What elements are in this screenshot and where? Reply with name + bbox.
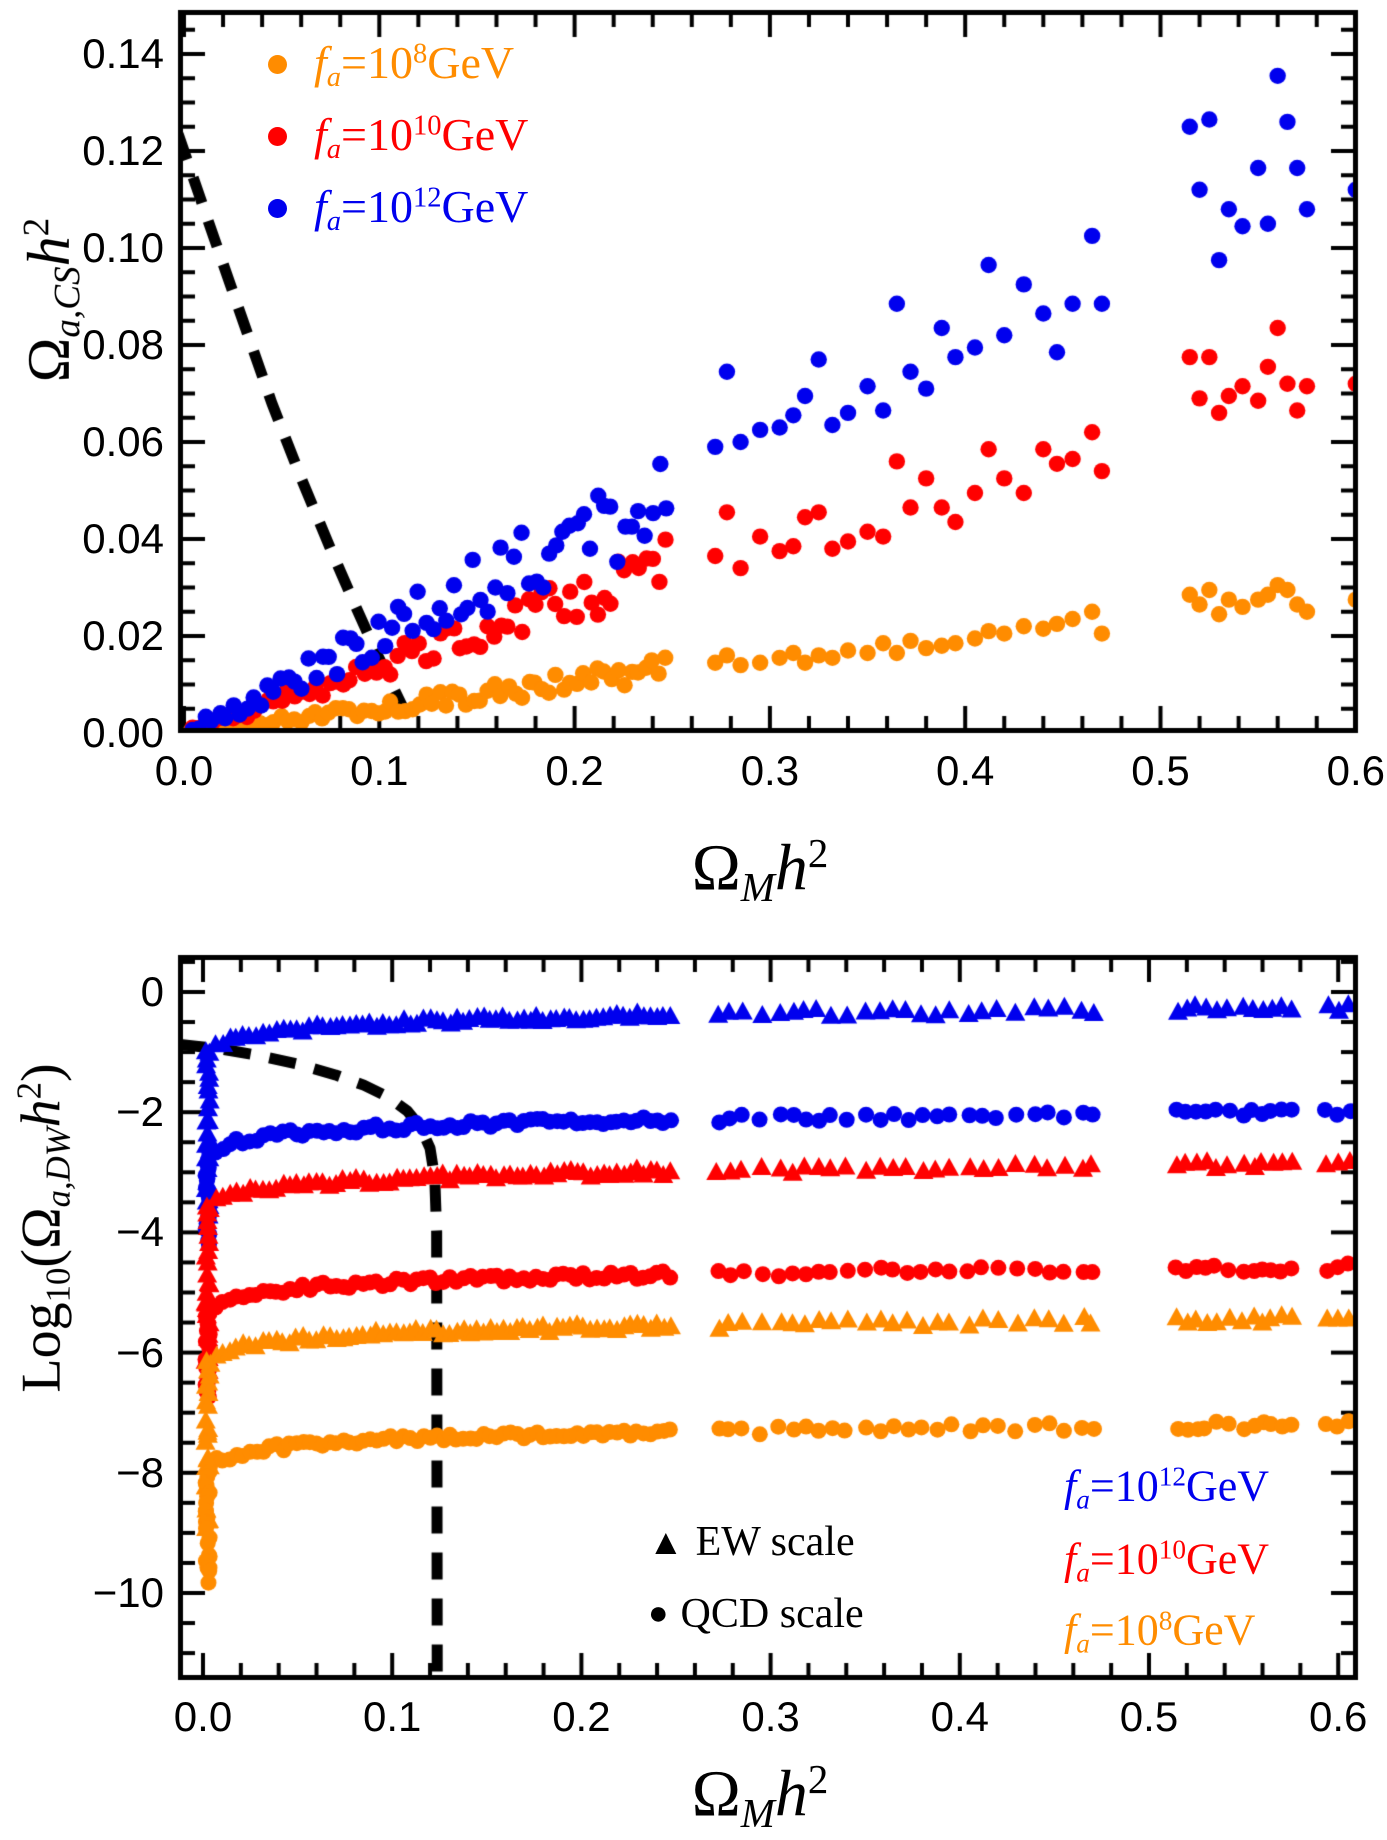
legend-label: QCD scale: [680, 1591, 864, 1637]
x-tick-label-0-0.3: 0.3: [740, 747, 800, 794]
legend-label: fa=1012GeV: [314, 181, 529, 237]
legend-item-fa-1e8: fa=108GeV: [268, 36, 514, 94]
subscript: M: [740, 864, 775, 910]
x-tick-label-0-0.1: 0.1: [350, 747, 409, 794]
x-tick-label-1-0.5: 0.5: [1119, 1693, 1179, 1740]
triangle-marker-icon: ▲: [648, 1522, 684, 1562]
legend-item-fa-1e12-bottom: fa=1012GeV: [1064, 1461, 1269, 1516]
y-tick-label-1-0: 0: [140, 968, 164, 1015]
y-tick-label-0-0.06: 0.06: [82, 418, 164, 465]
h-symbol: h: [774, 1757, 808, 1831]
x-tick-label-1-0.0: 0.0: [173, 1693, 233, 1740]
legend-item-fa-1e10: fa=1010GeV: [268, 108, 528, 166]
x-tick-label-1-0.2: 0.2: [552, 1693, 611, 1740]
x-tick-label-0-0.4: 0.4: [935, 747, 995, 794]
circle-marker-icon: ●: [648, 1595, 669, 1632]
x-tick-label-1-0.4: 0.4: [930, 1693, 989, 1740]
legend-label: fa=108GeV: [1064, 1605, 1256, 1659]
legend-item-qcd-scale: ● QCD scale: [648, 1590, 864, 1638]
orange-dot-icon: [268, 55, 287, 75]
bottom-x-axis-label: ΩMh2: [692, 1756, 829, 1837]
y-tick-label-1-−6: −6: [116, 1328, 164, 1376]
y-tick-label-1-−2: −2: [116, 1088, 164, 1136]
legend-item-ew-scale: ▲ EW scale: [648, 1518, 855, 1566]
x-tick-label-1-0.3: 0.3: [741, 1693, 800, 1740]
legend-label: EW scale: [695, 1519, 855, 1565]
y-tick-label-1-−8: −8: [116, 1448, 164, 1496]
red-dot-icon: [268, 127, 287, 147]
log-base: 10: [38, 1267, 78, 1303]
y-tick-label-0-0.12: 0.12: [82, 127, 164, 174]
x-tick-label-0-0.6: 0.6: [1326, 747, 1385, 794]
superscript: 2: [807, 831, 829, 876]
y-tick-label-1-−10: −10: [92, 1569, 164, 1616]
y-tick-label-0-0.02: 0.02: [82, 612, 164, 659]
superscript: 2: [807, 1757, 829, 1802]
omega-symbol: Ω: [691, 831, 741, 905]
legend-label: fa=1010GeV: [314, 109, 529, 165]
x-tick-label-1-0.1: 0.1: [362, 1693, 422, 1740]
legend-label: fa=108GeV: [314, 37, 515, 93]
x-tick-label-1-0.6: 0.6: [1308, 1693, 1368, 1740]
omega-symbol: Ω: [691, 1757, 741, 1831]
y-tick-label-0-0.00: 0.00: [82, 709, 164, 756]
legend-item-fa-1e10-bottom: fa=1010GeV: [1064, 1534, 1269, 1589]
top-x-axis-label: ΩMh2: [692, 830, 829, 911]
legend-item-fa-1e12: fa=1012GeV: [268, 180, 528, 238]
x-tick-label-0-0.0: 0.0: [154, 747, 214, 794]
subscript: M: [740, 1790, 775, 1836]
y-tick-label-1-−4: −4: [116, 1208, 164, 1256]
y-tick-label-0-0.14: 0.14: [82, 30, 164, 77]
x-tick-label-0-0.5: 0.5: [1131, 747, 1190, 794]
superscript: 2: [9, 1082, 49, 1100]
close-paren: ): [10, 1063, 73, 1083]
y-tick-label-0-0.08: 0.08: [82, 321, 164, 368]
x-tick-label-0-0.2: 0.2: [545, 747, 604, 794]
legend-label: fa=1012GeV: [1064, 1461, 1270, 1515]
subscript: a,DW: [38, 1127, 78, 1208]
y-tick-label-0-0.10: 0.10: [82, 224, 164, 271]
h-symbol: h: [774, 831, 808, 905]
blue-dot-icon: [268, 199, 287, 219]
y-tick-label-0-0.04: 0.04: [82, 515, 164, 562]
legend-item-fa-1e8-bottom: fa=108GeV: [1064, 1605, 1255, 1660]
legend-label: fa=1010GeV: [1064, 1534, 1270, 1588]
